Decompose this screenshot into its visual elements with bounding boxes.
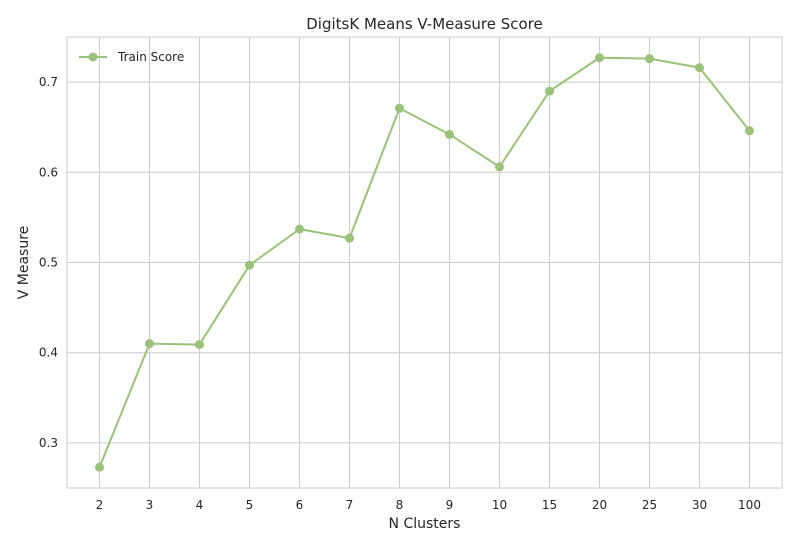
x-tick-label: 10 [492, 498, 507, 512]
x-axis-title: N Clusters [389, 516, 461, 532]
x-tick-label: 2 [96, 498, 104, 512]
y-tick-labels: 0.3 0.4 0.5 0.6 0.7 [39, 75, 58, 450]
y-tick-label: 0.4 [39, 346, 58, 360]
x-tick-label: 30 [692, 498, 707, 512]
legend-marker-train-score [88, 52, 98, 62]
x-tick-labels: 2 3 4 5 6 7 8 9 10 15 20 25 30 100 [96, 498, 761, 512]
legend: Train Score [79, 50, 184, 64]
data-point [545, 86, 554, 96]
y-tick-label: 0.6 [39, 165, 58, 179]
data-point [195, 340, 204, 350]
series-line-train-score [98, 56, 751, 468]
x-tick-label: 20 [592, 498, 607, 512]
chart-title: DigitsK Means V-Measure Score [306, 15, 542, 33]
x-tick-label: 100 [738, 498, 761, 512]
x-tick-label: 5 [246, 498, 254, 512]
x-tick-label: 4 [196, 498, 204, 512]
x-tick-label: 6 [296, 498, 304, 512]
data-point [95, 462, 104, 472]
data-point [145, 339, 154, 349]
y-tick-label: 0.3 [39, 436, 58, 450]
plot-frame [66, 36, 783, 489]
y-axis-title: V Measure [16, 226, 32, 300]
data-point [745, 126, 754, 136]
series-group [95, 53, 754, 472]
x-tick-label: 9 [446, 498, 454, 512]
x-tick-label: 3 [146, 498, 154, 512]
legend-label-train-score: Train Score [117, 50, 184, 64]
x-tick-label: 25 [642, 498, 657, 512]
data-point [395, 103, 404, 113]
y-tick-label: 0.7 [39, 75, 58, 89]
y-tick-label: 0.5 [39, 256, 58, 270]
x-tick-label: 8 [396, 498, 404, 512]
data-point [495, 162, 504, 172]
data-point [695, 63, 704, 73]
data-point [345, 233, 354, 243]
data-point [245, 260, 254, 270]
data-point [295, 224, 304, 234]
grid-lines [67, 37, 782, 488]
data-point [595, 53, 604, 63]
x-tick-label: 7 [346, 498, 354, 512]
data-point [445, 129, 454, 139]
data-point [645, 54, 654, 64]
x-tick-label: 15 [542, 498, 557, 512]
